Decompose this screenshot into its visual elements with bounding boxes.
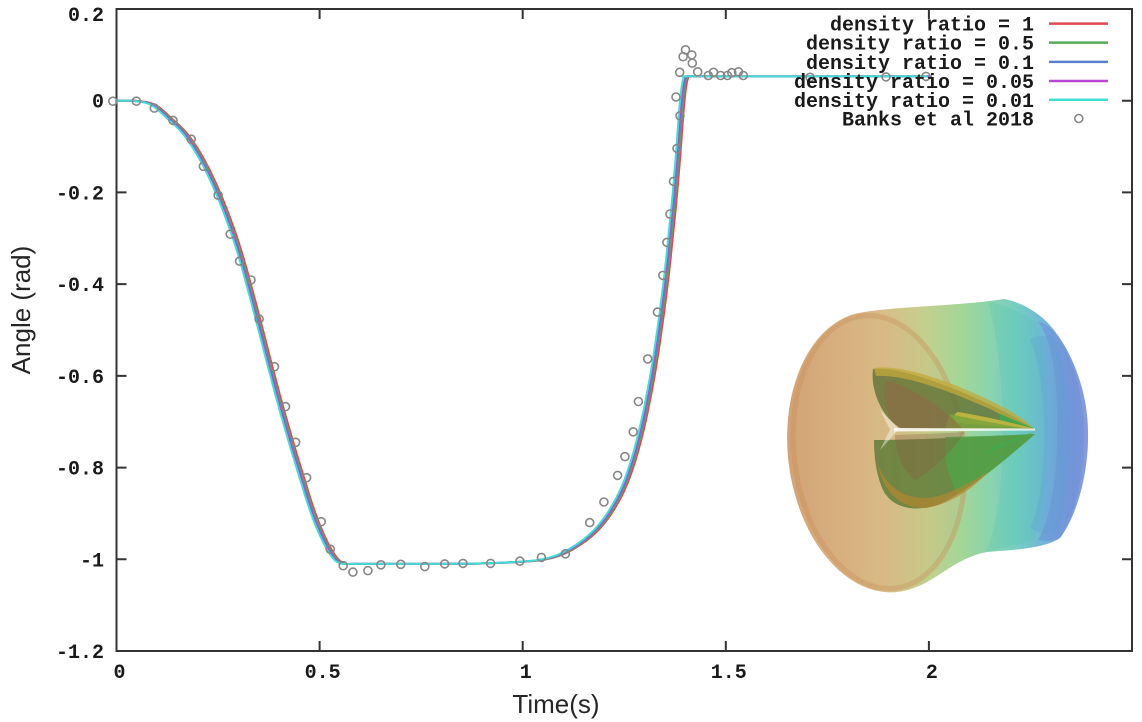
svg-text:density ratio = 0.01: density ratio = 0.01 bbox=[794, 91, 1034, 114]
svg-text:0.5: 0.5 bbox=[305, 662, 341, 685]
svg-text:-1: -1 bbox=[80, 550, 104, 573]
svg-text:2: 2 bbox=[926, 662, 938, 685]
svg-text:1: 1 bbox=[520, 662, 532, 685]
svg-text:density ratio = 0.05: density ratio = 0.05 bbox=[794, 72, 1034, 95]
svg-text:-0.6: -0.6 bbox=[56, 367, 104, 390]
svg-text:-0.8: -0.8 bbox=[56, 459, 104, 482]
svg-text:density ratio = 0.1: density ratio = 0.1 bbox=[806, 53, 1034, 76]
svg-text:Banks et al 2018: Banks et al 2018 bbox=[842, 110, 1034, 133]
svg-text:0: 0 bbox=[113, 662, 125, 685]
svg-text:1.5: 1.5 bbox=[711, 662, 747, 685]
svg-text:-0.4: -0.4 bbox=[56, 275, 104, 298]
svg-text:Time(s): Time(s) bbox=[512, 689, 599, 719]
svg-text:Angle (rad): Angle (rad) bbox=[6, 246, 36, 375]
svg-text:0.2: 0.2 bbox=[68, 5, 104, 28]
svg-text:-1.2: -1.2 bbox=[56, 642, 104, 665]
svg-text:0: 0 bbox=[92, 92, 104, 115]
svg-text:-0.2: -0.2 bbox=[56, 183, 104, 206]
svg-text:density ratio = 1: density ratio = 1 bbox=[830, 15, 1034, 38]
svg-text:density ratio = 0.5: density ratio = 0.5 bbox=[806, 34, 1034, 57]
